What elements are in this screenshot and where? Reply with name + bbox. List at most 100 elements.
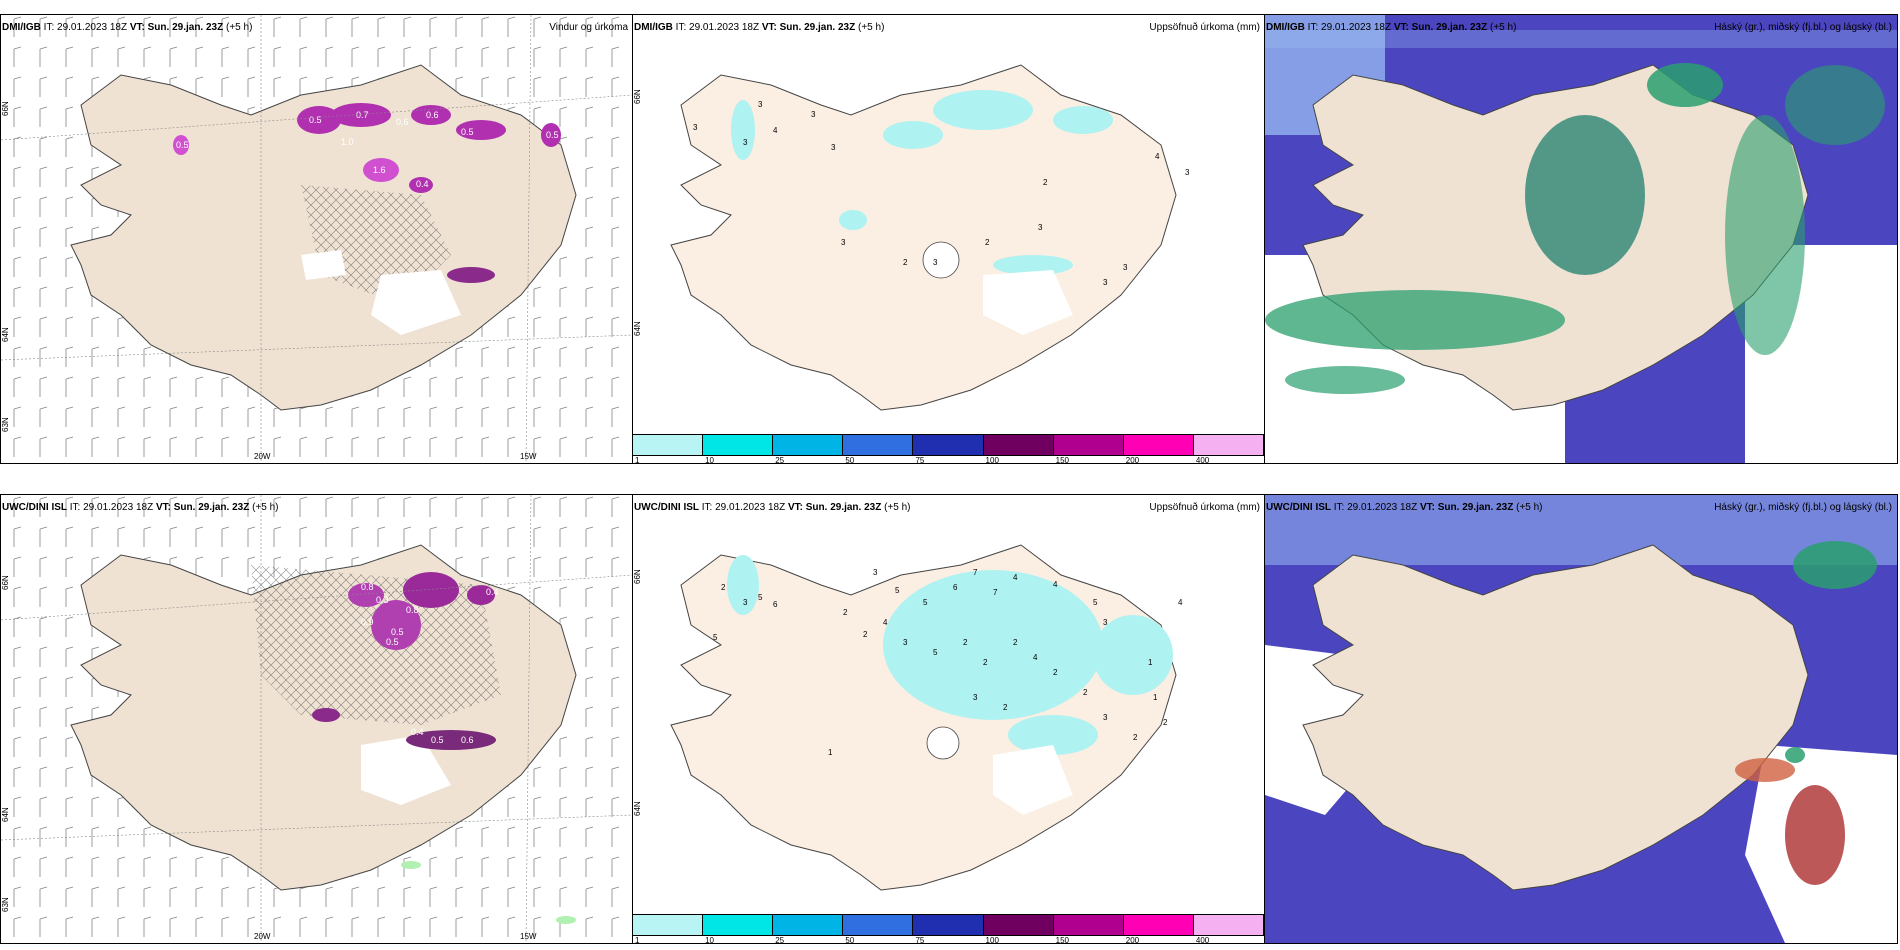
panel2-model: DMI/IGB <box>634 22 673 33</box>
iceland-land <box>1302 544 1809 891</box>
panel6-title: Háský (gr.), miðský (fj.bl.) og lágský (… <box>1714 502 1892 513</box>
precip-label-b32: 4 <box>1178 598 1183 607</box>
lon-label-20w-top: 20W <box>254 452 271 461</box>
colorbar-swatch: 150 <box>1053 915 1124 945</box>
panel4-offset: (+5 h) <box>252 502 279 513</box>
precip-label-b1: 3 <box>743 598 748 607</box>
precip-label-b4: 2 <box>721 583 726 592</box>
clouds-map-dmi <box>1265 15 1897 463</box>
precip-label-b21: 2 <box>983 658 988 667</box>
panel5-vt: VT: Sun. 29.jan. 23Z <box>787 502 882 513</box>
lon-label-20w-bottom: 20W <box>254 932 271 941</box>
map-panel-accum-precip-dmi: 3 3 4 3 2 4 3 2 3 3 3 2 3 3 3 3 <box>632 14 1265 464</box>
precip-label-t9: 3 <box>1103 278 1108 287</box>
precip-label-t8: 2 <box>985 238 990 247</box>
wind-label-bottom-4: 0.5 <box>391 627 404 637</box>
precip-label-b14: 7 <box>973 568 978 577</box>
wind-label-bottom-10: 0.5 <box>431 735 444 745</box>
map-panel-clouds-dmi <box>1264 14 1898 464</box>
panel6-it-label: IT: <box>1333 502 1345 513</box>
colorbar-bottom: 1 10 25 50 75 100 150 200 400 <box>632 914 1264 945</box>
wind-label-top-4: 0.5 <box>461 127 474 137</box>
precip-label-b9: 4 <box>883 618 888 627</box>
panel1-it: 29.01.2023 18Z <box>57 22 128 33</box>
panel2-it: 29.01.2023 18Z <box>689 22 760 33</box>
panel1-offset: (+5 h) <box>226 22 253 33</box>
colorbar-swatch: 50 <box>843 915 914 945</box>
panel2-it-label: IT: <box>675 22 687 33</box>
colorbar-swatch: 400 <box>1193 435 1263 465</box>
panel6-header: UWC/DINI ISL IT: 29.01.2023 18Z VT: Sun.… <box>1266 502 1543 513</box>
precip-label-b2: 5 <box>758 593 763 602</box>
colorbar-swatch: 10 <box>703 435 774 465</box>
precip-label-t2: 3 <box>743 138 748 147</box>
colorbar-swatch: 200 <box>1123 915 1194 945</box>
panel6-it: 29.01.2023 18Z <box>1347 502 1418 513</box>
wind-label-bottom-9: 0.4 <box>411 727 424 737</box>
map-panel-clouds-uwc <box>1264 494 1898 944</box>
panel3-it: 29.01.2023 18Z <box>1321 22 1392 33</box>
precip-label-b27: 2 <box>1003 703 1008 712</box>
lat-label-63n-top: 63N <box>1 417 10 432</box>
colorbar-swatch: 10 <box>703 915 774 945</box>
precip-label-t4: 3 <box>831 143 836 152</box>
panel5-it: 29.01.2023 18Z <box>715 502 786 513</box>
precip-label-b29: 1 <box>1148 658 1153 667</box>
wind-precip-map-uwc: 0.8 0.3 0.8 0.5 0.5 0.4 0.6 0.9 0.4 0.5 <box>1 495 632 943</box>
lat-label-64n-p2: 64N <box>633 321 642 336</box>
precip-label-b22: 2 <box>1013 638 1018 647</box>
panel3-header: DMI/IGB IT: 29.01.2023 18Z VT: Sun. 29.j… <box>1266 22 1516 33</box>
colorbar-swatch: 400 <box>1193 915 1263 945</box>
precip-label-b23: 4 <box>1033 653 1038 662</box>
lat-label-66n-bottom: 66N <box>1 575 10 590</box>
colorbar-swatch: 200 <box>1123 435 1194 465</box>
precip-label-b20: 2 <box>963 638 968 647</box>
precip-label-b26: 3 <box>973 693 978 702</box>
precip-label-b30: 1 <box>1153 693 1158 702</box>
lat-label-66n-p5: 66N <box>633 569 642 584</box>
precip-label-t1: 3 <box>758 100 763 109</box>
wind-label-top-7: 1.6 <box>373 165 386 175</box>
lon-label-15w-top: 15W <box>520 452 537 461</box>
panel5-offset: (+5 h) <box>884 502 911 513</box>
wind-label-bottom-3: 0.8 <box>406 605 419 615</box>
panel2-vt: VT: Sun. 29.jan. 23Z <box>761 22 856 33</box>
colorbar-swatch: 75 <box>913 435 984 465</box>
panel5-model: UWC/DINI ISL <box>634 502 699 513</box>
colorbar-swatch: 150 <box>1053 435 1124 465</box>
panel5-it-label: IT: <box>701 502 713 513</box>
panel2-offset: (+5 h) <box>858 22 885 33</box>
wind-label-top-2: 0.7 <box>356 110 369 120</box>
precip-label-t11: 3 <box>1038 223 1043 232</box>
panel4-header: UWC/DINI ISL IT: 29.01.2023 18Z VT: Sun.… <box>2 502 279 513</box>
lon-label-15w-bottom: 15W <box>520 932 537 941</box>
wind-label-bottom-7: 0.6 <box>461 735 474 745</box>
clouds-map-uwc <box>1265 495 1897 943</box>
precip-label-b11: 3 <box>903 638 908 647</box>
wind-label-top-6: 0.4 <box>416 179 429 189</box>
panel5-title: Uppsöfnuð úrkoma (mm) <box>1149 502 1260 513</box>
accum-precip-map-dmi: 3 3 4 3 2 4 3 2 3 3 3 2 3 3 3 3 <box>670 64 1190 411</box>
panel4-it-label: IT: <box>69 502 81 513</box>
accum-precip-map-uwc: 3 5 6 2 3 5 5 2 4 2 3 5 6 7 7 4 4 5 3 2 … <box>670 544 1183 891</box>
panel1-title: Vindur og úrkoma <box>549 22 628 33</box>
wind-label-top-9: 1.0 <box>341 137 354 147</box>
precip-label-b33: 2 <box>1133 733 1138 742</box>
panel6-vt: VT: Sun. 29.jan. 23Z <box>1419 502 1514 513</box>
lat-label-63n-bottom: 63N <box>1 897 10 912</box>
precip-label-t12: 2 <box>903 258 908 267</box>
precip-label-b10: 2 <box>863 630 868 639</box>
panel4-model: UWC/DINI ISL <box>2 502 67 513</box>
panel3-vt: VT: Sun. 29.jan. 23Z <box>1393 22 1488 33</box>
colorbar-top: 1 10 25 50 75 100 150 200 400 <box>632 434 1264 465</box>
precip-label-t10: 3 <box>1123 263 1128 272</box>
panel6-model: UWC/DINI ISL <box>1266 502 1331 513</box>
colorbar-swatch: 100 <box>983 435 1054 465</box>
precip-label-b31: 2 <box>1163 718 1168 727</box>
precip-label-t3: 4 <box>773 126 778 135</box>
precip-label-t16: 3 <box>933 258 938 267</box>
precip-label-t7: 3 <box>1185 168 1190 177</box>
precip-label-b17: 4 <box>1053 580 1058 589</box>
precip-label-b24: 2 <box>1053 668 1058 677</box>
precip-label-b15: 7 <box>993 588 998 597</box>
